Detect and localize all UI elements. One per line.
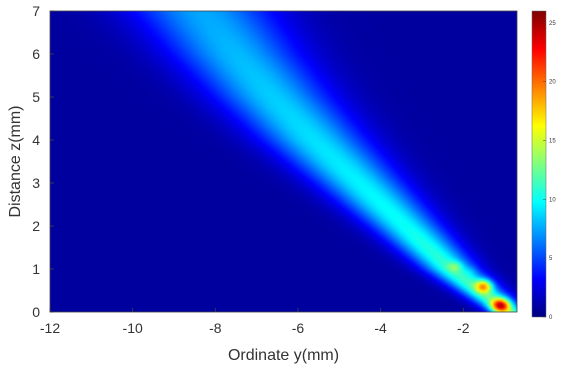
y-tick-label: 2 <box>32 218 40 234</box>
x-tick-label: -8 <box>209 320 222 336</box>
y-tick-label: 6 <box>32 46 40 62</box>
plot-frame <box>49 10 518 313</box>
x-tick-label: -2 <box>457 320 470 336</box>
y-tick-label: 3 <box>32 175 40 191</box>
y-tick-label: 1 <box>32 261 40 277</box>
plot-area <box>49 10 518 313</box>
y-axis: 0 1 2 3 4 5 6 7 <box>32 3 54 320</box>
y-tick-label: 0 <box>32 304 40 320</box>
x-axis-label: Ordinate y(mm) <box>228 347 339 364</box>
heatmap-field <box>50 11 517 312</box>
y-tick-label: 7 <box>32 3 40 19</box>
colorbar: 0 5 10 15 20 25 <box>531 10 556 321</box>
colorbar-tick-label: 20 <box>549 80 556 86</box>
x-tick-label: -12 <box>40 320 60 336</box>
colorbar-tick-label: 5 <box>549 256 553 262</box>
colorbar-tick-label: 10 <box>549 197 556 203</box>
colorbar-tick-label: 15 <box>549 138 556 144</box>
y-axis-label: Distance z(mm) <box>7 105 24 217</box>
colorbar-tick-label: 0 <box>549 315 553 321</box>
x-tick-label: -10 <box>123 320 143 336</box>
y-tick-label: 5 <box>32 89 40 105</box>
x-tick-label: -6 <box>292 320 305 336</box>
colorbar-tick-label: 25 <box>549 21 556 27</box>
y-tick-label: 4 <box>32 132 40 148</box>
colorbar-gradient <box>531 10 547 318</box>
x-tick-label: -4 <box>374 320 387 336</box>
colorbar-ticks: 0 5 10 15 20 25 <box>543 21 556 321</box>
x-axis: -12 -10 -8 -6 -4 -2 <box>40 308 470 336</box>
